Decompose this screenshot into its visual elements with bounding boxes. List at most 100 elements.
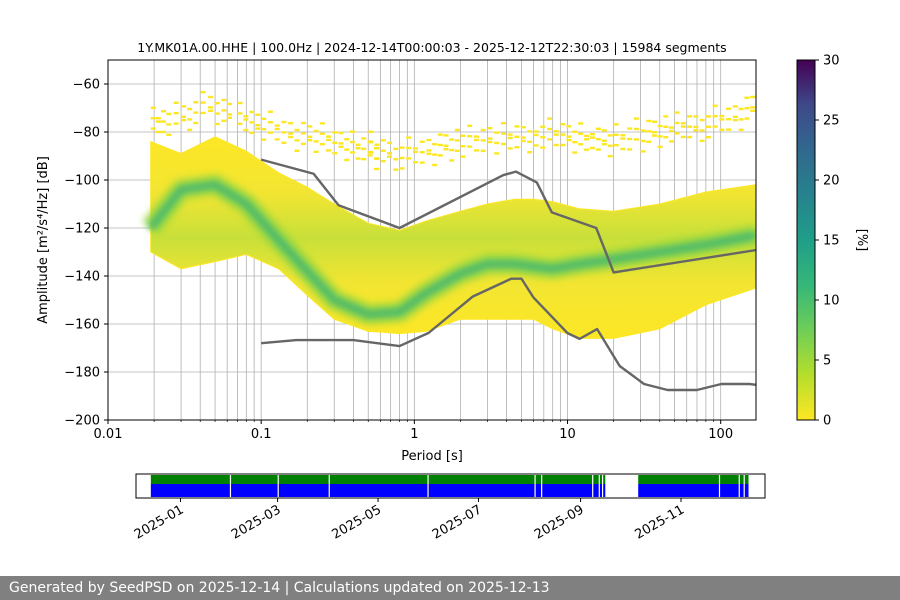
outlier-mark <box>595 127 601 130</box>
outlier-mark <box>750 106 756 109</box>
outlier-mark <box>687 115 693 118</box>
timeline-coverage-gap <box>328 475 330 484</box>
outlier-mark <box>255 127 261 130</box>
outlier-mark <box>300 142 306 145</box>
noise-models <box>260 158 756 392</box>
outlier-mark <box>338 142 344 145</box>
outlier-mark <box>547 117 553 120</box>
outlier-mark <box>480 139 486 142</box>
timeline-tick-label: 2025-01 <box>132 502 187 542</box>
outlier-mark <box>221 98 227 102</box>
timeline-tick-label: 2025-03 <box>229 502 284 542</box>
outlier-mark <box>646 130 652 133</box>
outlier-mark <box>726 107 732 110</box>
outlier-mark <box>449 148 455 152</box>
timeline-coverage-gap <box>277 475 279 484</box>
outlier-mark <box>249 121 255 124</box>
timeline-data-gap <box>427 484 429 497</box>
outlier-mark <box>663 115 669 118</box>
outlier-mark <box>288 122 294 125</box>
outlier-mark <box>274 124 280 127</box>
timeline-tick-label: 2025-05 <box>330 502 385 542</box>
outlier-mark <box>267 131 273 134</box>
x-tick-label: 100 <box>708 427 733 442</box>
outlier-mark <box>338 131 344 135</box>
outlier-mark <box>349 130 355 133</box>
outlier-mark <box>584 138 590 141</box>
outlier-mark <box>166 112 172 116</box>
outlier-mark <box>620 137 626 140</box>
outlier-mark <box>578 122 584 125</box>
timeline-data-gap <box>541 484 543 497</box>
outlier-mark <box>633 117 639 120</box>
outlier-mark <box>255 124 261 127</box>
outlier-mark <box>589 146 595 150</box>
outlier-mark <box>607 144 613 147</box>
outlier-mark <box>467 135 473 138</box>
outlier-mark <box>601 143 607 146</box>
outlier-mark <box>674 132 680 135</box>
colorbar-tick-label: 20 <box>823 174 840 189</box>
timeline-data-gap <box>743 484 745 497</box>
outlier-mark <box>326 138 332 142</box>
outlier-mark <box>601 139 607 142</box>
outlier-mark <box>712 125 718 128</box>
outlier-mark <box>274 127 280 131</box>
outlier-mark <box>344 148 350 151</box>
y-axis-label: Amplitude [m²/s⁴/Hz] [dB] <box>36 156 51 324</box>
outlier-mark <box>243 128 249 132</box>
y-tick-label: −140 <box>64 270 100 285</box>
outlier-mark <box>406 146 412 150</box>
outlier-mark <box>374 157 380 160</box>
outlier-mark <box>540 125 546 128</box>
outlier-mark <box>161 130 167 134</box>
density-band-area <box>150 136 756 339</box>
timeline-data-gap <box>601 484 604 497</box>
outlier-mark <box>237 101 243 105</box>
timeline-coverage-gap <box>541 475 543 484</box>
timeline-coverage-gap <box>592 475 594 484</box>
outlier-mark <box>487 140 493 144</box>
outlier-mark <box>527 130 533 133</box>
outlier-mark <box>651 134 657 137</box>
outlier-mark <box>437 143 443 147</box>
outlier-mark <box>181 115 187 118</box>
outlier-mark <box>494 152 500 155</box>
outlier-mark <box>705 125 711 128</box>
outlier-mark <box>313 140 319 143</box>
outlier-mark <box>187 128 193 131</box>
outlier-mark <box>460 155 466 158</box>
outlier-mark <box>361 137 367 140</box>
outlier-mark <box>533 133 539 137</box>
y-tick-label: −180 <box>64 366 100 381</box>
outlier-mark <box>520 136 526 139</box>
outlier-mark <box>281 141 287 144</box>
outlier-mark <box>640 139 646 143</box>
outlier-mark <box>166 123 172 126</box>
outlier-mark <box>243 115 249 118</box>
outlier-mark <box>467 124 473 127</box>
outlier-mark <box>380 149 386 152</box>
outlier-mark <box>712 115 718 118</box>
outlier-mark <box>155 117 161 120</box>
x-tick-label: 0.01 <box>94 427 123 442</box>
outlier-mark <box>584 148 590 151</box>
outlier-mark <box>386 152 392 155</box>
outlier-mark <box>566 135 572 138</box>
timeline-coverage-gap <box>743 475 745 484</box>
outlier-mark <box>226 113 232 116</box>
outlier-mark <box>460 145 466 148</box>
outlier-mark <box>332 141 338 144</box>
outlier-mark <box>300 121 306 125</box>
outlier-mark <box>578 132 584 136</box>
outlier-mark <box>633 138 639 141</box>
outlier-mark <box>668 129 674 133</box>
outlier-mark <box>261 128 267 131</box>
outlier-mark <box>680 125 686 128</box>
outlier-mark <box>560 143 566 147</box>
outlier-mark <box>193 101 199 104</box>
timeline-data-gap <box>592 484 594 497</box>
timeline-data-gap <box>534 484 536 497</box>
outlier-mark <box>399 167 405 170</box>
y-tick-label: −80 <box>73 126 100 141</box>
